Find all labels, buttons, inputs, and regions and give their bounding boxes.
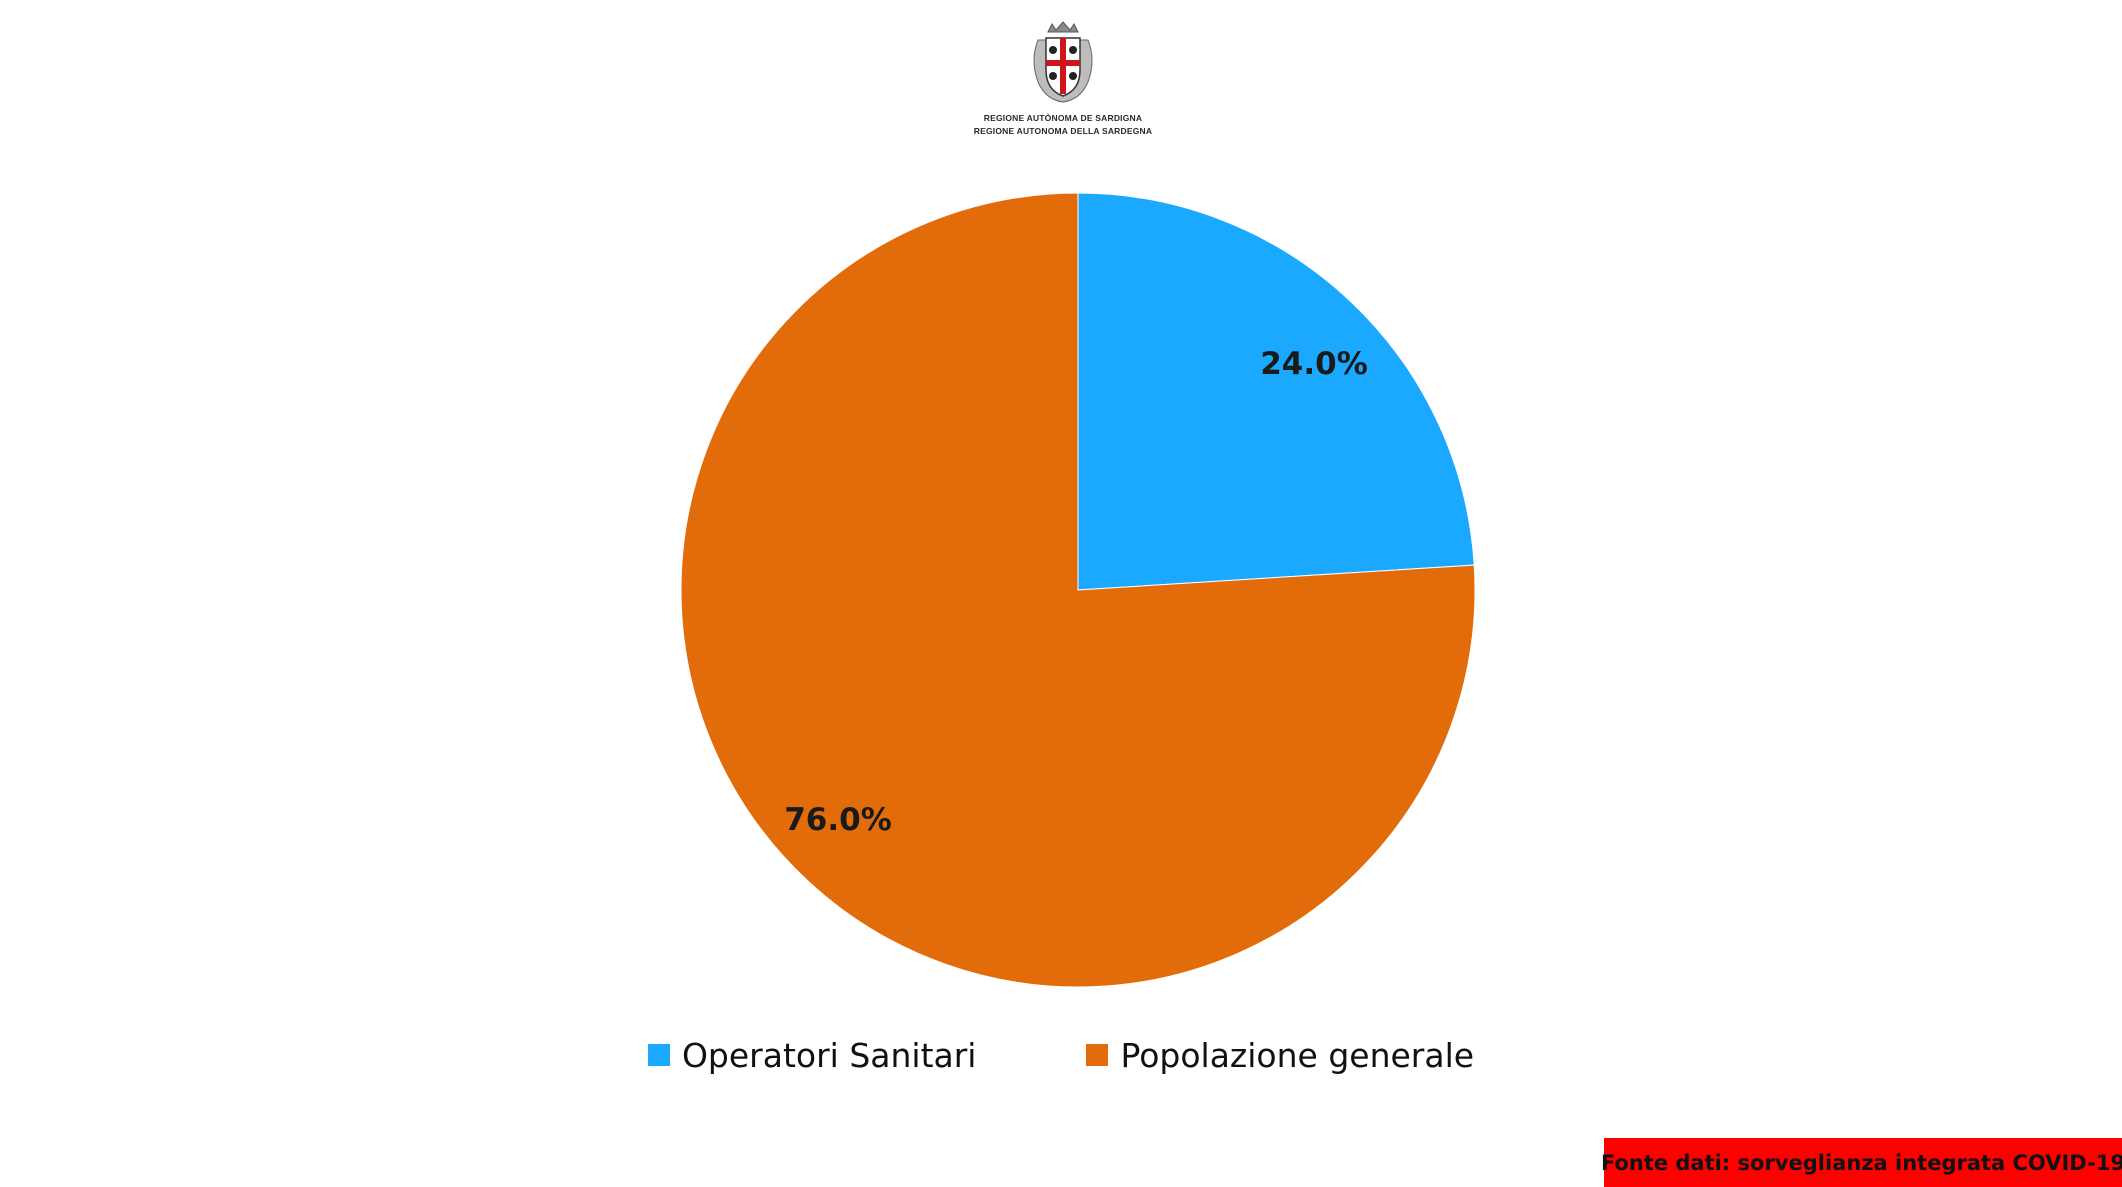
logo-text-sardinian: REGIONE AUTÒNOMA DE SARDIGNA — [984, 112, 1142, 123]
coat-of-arms-icon — [1033, 21, 1093, 103]
pie-data-labels: 24.0% 76.0% — [784, 346, 1368, 838]
legend-item-popolazione-generale: Popolazione generale — [1086, 1036, 1474, 1075]
region-logo: REGIONE AUTÒNOMA DE SARDIGNA REGIONE AUT… — [968, 20, 1158, 140]
data-source-text: Fonte dati: sorveglianza integrata COVID… — [1600, 1150, 2122, 1175]
legend-swatch-popolazione — [1086, 1044, 1109, 1066]
data-source-badge: Fonte dati: sorveglianza integrata COVID… — [1600, 1138, 2122, 1187]
legend-label-popolazione: Popolazione generale — [1120, 1035, 1475, 1075]
legend-label-operatori: Operatori Sanitari — [681, 1035, 977, 1075]
legend-item-operatori-sanitari: Operatori Sanitari — [647, 1035, 977, 1075]
data-label-popolazione-generale: 76.0% — [784, 802, 892, 838]
pie-slice-popolazione-generale — [680, 192, 1476, 988]
pie-slice-operatori-sanitari — [1077, 192, 1475, 591]
data-label-operatori-sanitari: 24.0% — [1260, 346, 1368, 382]
chart-legend: Operatori Sanitari Popolazione generale — [0, 1030, 2122, 1080]
pie-slices — [680, 192, 1476, 988]
legend-swatch-operatori — [647, 1044, 670, 1066]
logo-text-italian: REGIONE AUTONOMA DELLA SARDEGNA — [974, 126, 1152, 136]
